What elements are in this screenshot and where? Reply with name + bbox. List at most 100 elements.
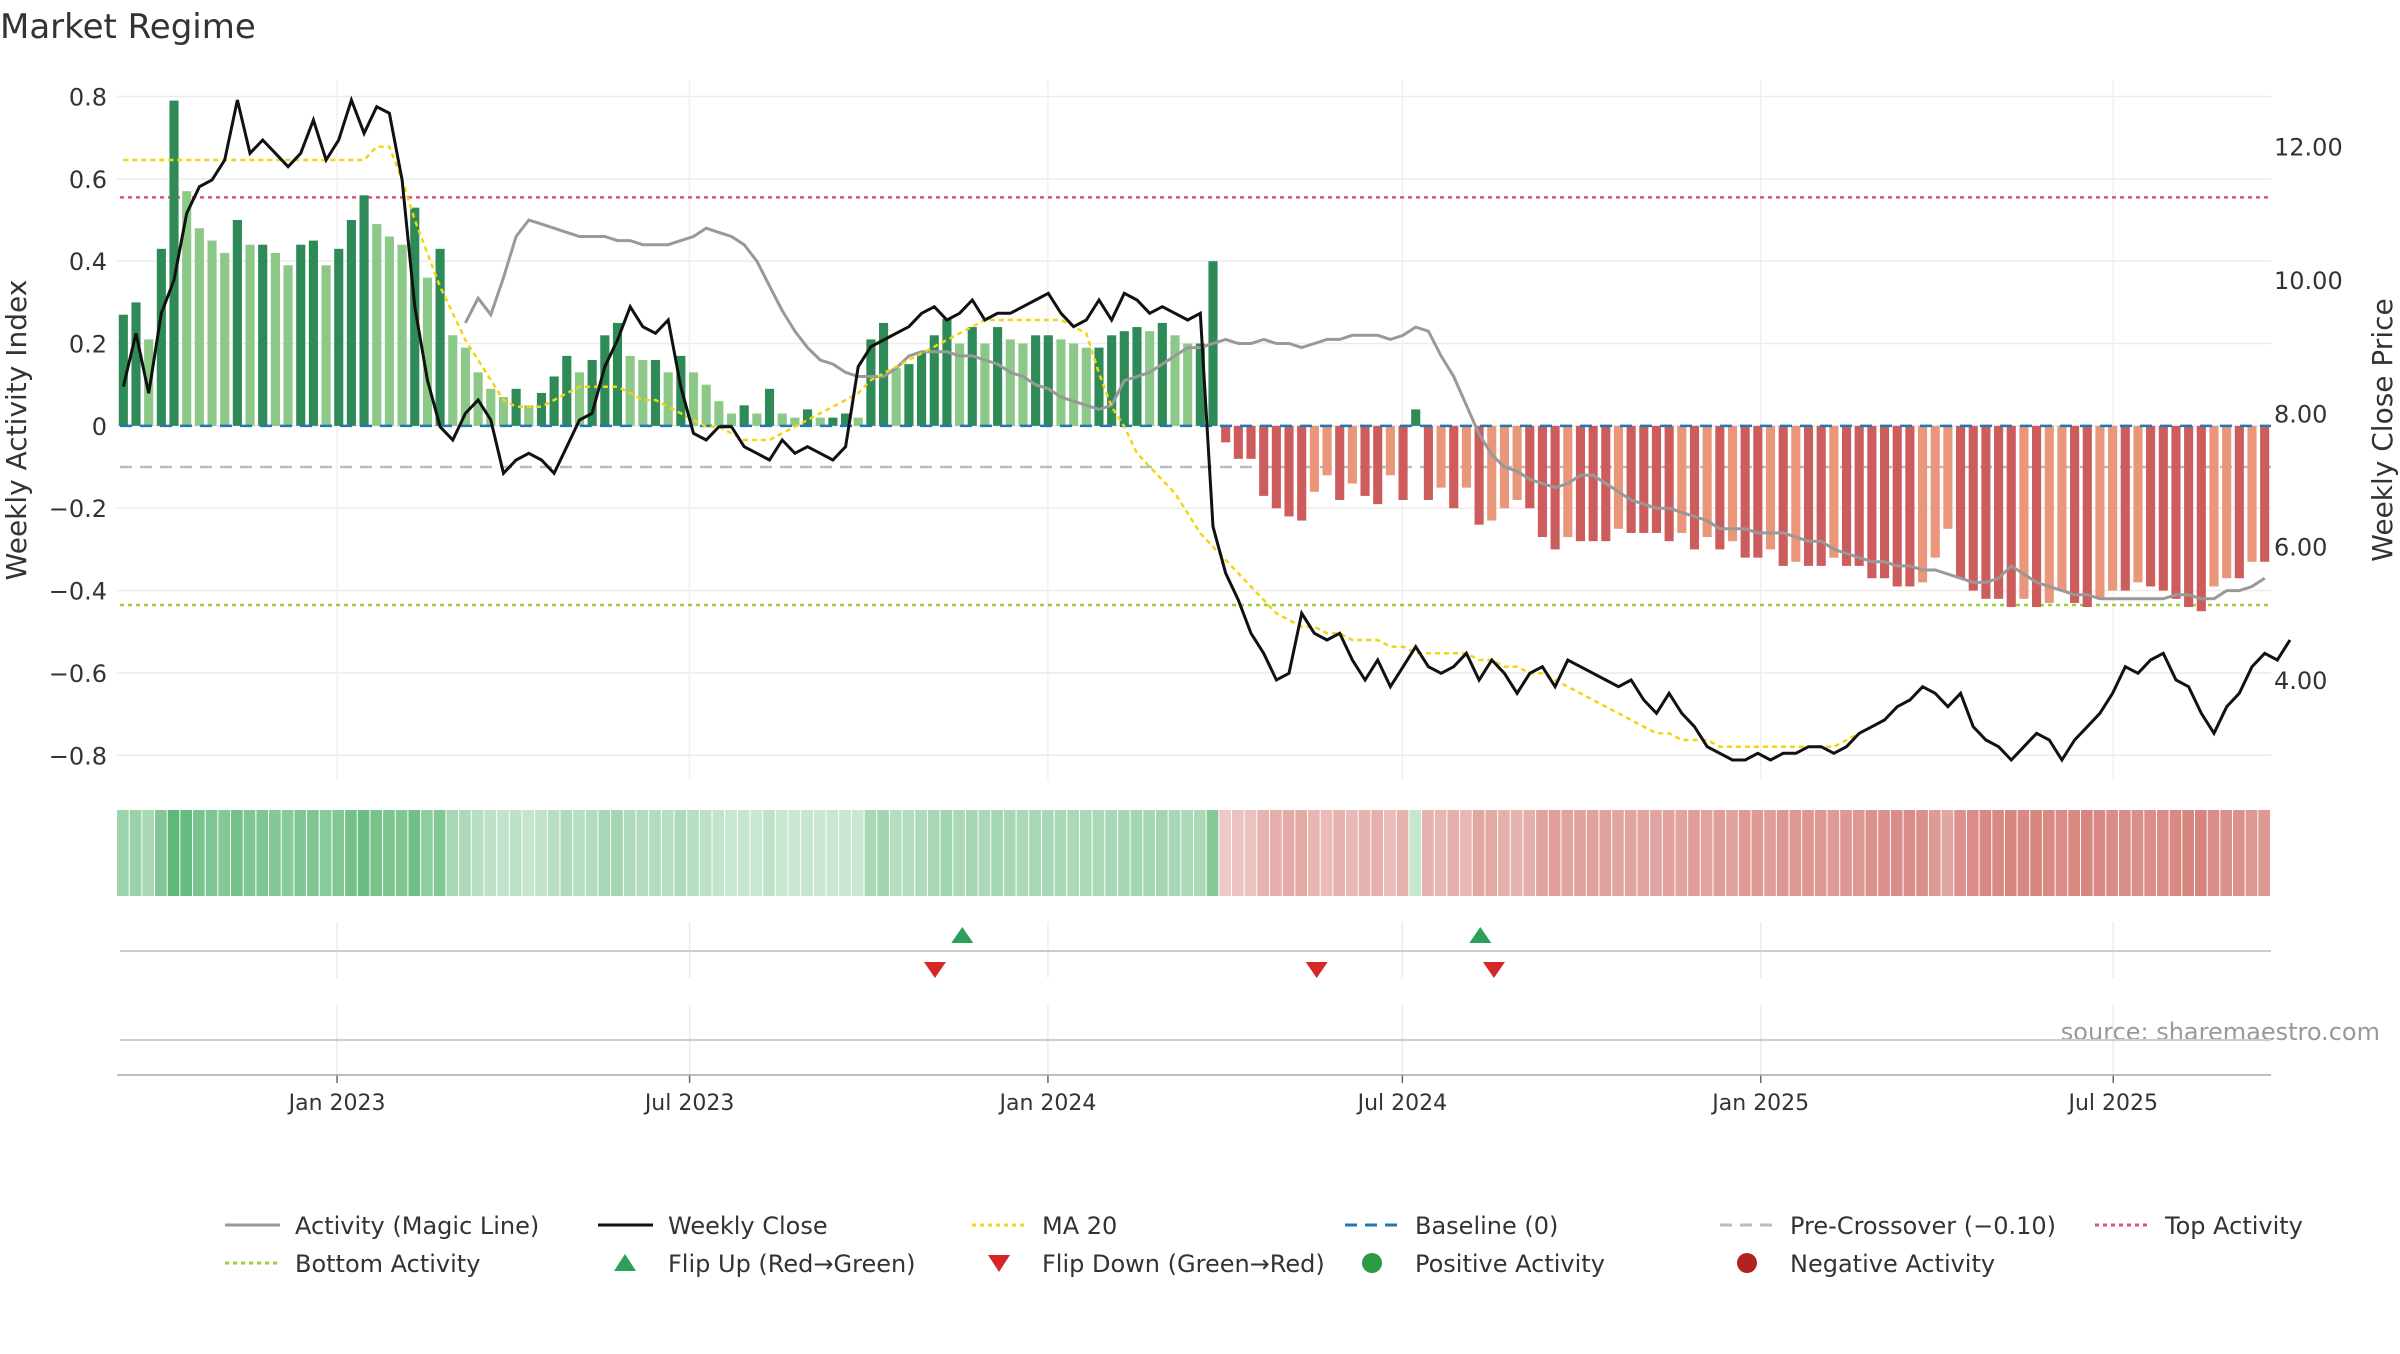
activity-bar xyxy=(131,302,141,426)
regime-strip-cell xyxy=(1548,810,1561,896)
weekly-close-line xyxy=(121,95,2292,763)
activity-bar xyxy=(1233,425,1243,459)
activity-bar xyxy=(536,392,547,426)
activity-bar xyxy=(1309,425,1319,492)
activity-bar xyxy=(207,240,217,426)
regime-strip-cell xyxy=(2207,810,2220,896)
activity-bar xyxy=(524,405,534,426)
activity-bar xyxy=(1943,425,1953,529)
regime-strip-cell xyxy=(2055,810,2068,896)
y2-tick-label: 10.00 xyxy=(2274,267,2343,295)
activity-bar xyxy=(1917,425,1928,583)
regime-strip-cell xyxy=(1244,810,1257,896)
regime-strip-cell xyxy=(395,810,408,896)
activity-bar xyxy=(726,413,737,426)
regime-strip-cell xyxy=(281,810,294,896)
activity-bar xyxy=(1474,425,1484,525)
regime-strip-cell xyxy=(1561,810,1574,896)
regime-strip-cell xyxy=(1574,810,1586,896)
regime-strip-cell xyxy=(636,810,649,896)
activity-bar xyxy=(1170,335,1180,426)
regime-strip-cell xyxy=(1510,810,1523,896)
activity-bar xyxy=(993,327,1003,426)
regime-strip-cell xyxy=(1966,810,1979,896)
regime-strip-cell xyxy=(1928,810,1941,896)
regime-strip-cell xyxy=(319,810,332,896)
regime-strip-cell xyxy=(1117,810,1130,896)
activity-bar xyxy=(1297,425,1307,521)
activity-bar xyxy=(156,248,166,426)
regime-strip-cell xyxy=(2004,810,2017,896)
regime-strip-cell xyxy=(1536,810,1548,896)
regime-strip-cell xyxy=(1320,810,1333,896)
regime-strip-cell xyxy=(1333,810,1346,896)
activity-bar xyxy=(2260,425,2270,562)
regime-strip-cell xyxy=(1688,810,1700,896)
regime-strip-cell xyxy=(1586,810,1599,896)
activity-bar xyxy=(714,401,724,426)
activity-bar xyxy=(2006,425,2016,608)
activity-bar xyxy=(435,248,445,426)
activity-bar xyxy=(1626,425,1636,533)
activity-bar xyxy=(422,277,432,426)
activity-bar xyxy=(1347,425,1357,484)
activity-bar xyxy=(1841,425,1852,566)
regime-strip-cell xyxy=(1675,810,1688,896)
activity-bar xyxy=(1119,331,1129,426)
activity-bar xyxy=(283,265,293,426)
activity-bar xyxy=(410,207,420,426)
flip-down-marker xyxy=(1482,962,1505,978)
regime-strip-cell xyxy=(1460,810,1472,896)
regime-strip-cell xyxy=(345,810,357,896)
y-axis-label: Weekly Activity Index xyxy=(0,280,33,581)
axis-labels: 0.8 0.6 0.4 0.2 0 −0.2 −0.4 −0.6 −0.8 12.00 10.00 8… xyxy=(49,83,2343,1116)
activity-bar xyxy=(2120,425,2130,591)
activity-bar xyxy=(2158,425,2168,591)
regime-strip-cell xyxy=(307,810,319,896)
regime-strip-cell xyxy=(1029,810,1041,896)
activity-bar xyxy=(1385,425,1395,476)
series-lines xyxy=(121,95,2292,763)
regime-strip-cell xyxy=(383,810,395,896)
activity-bar xyxy=(1512,425,1522,500)
activity-bar xyxy=(2095,425,2105,599)
flip-markers xyxy=(923,927,1505,978)
y2-tick-label: 6.00 xyxy=(2274,534,2327,562)
regime-strip-cell xyxy=(484,810,497,896)
regime-strip-cell xyxy=(547,810,560,896)
activity-bar xyxy=(1271,425,1281,509)
activity-bar xyxy=(2070,425,2080,603)
regime-strip-cell xyxy=(1814,810,1827,896)
regime-strip-cell xyxy=(585,810,598,896)
activity-bar xyxy=(1803,425,1814,566)
activity-bar xyxy=(1981,425,1991,599)
regime-strip xyxy=(117,810,2270,896)
regime-strip-cell xyxy=(1637,810,1650,896)
activity-bar xyxy=(1829,425,1839,558)
regime-strip-cell xyxy=(725,810,737,896)
regime-strip-cell xyxy=(1346,810,1358,896)
y-tick-label: −0.8 xyxy=(49,742,107,770)
activity-bar xyxy=(2171,425,2181,599)
regime-strip-cell xyxy=(2131,810,2144,896)
regime-strip-cell xyxy=(915,810,927,896)
regime-strip-cell xyxy=(1016,810,1029,896)
activity-bar xyxy=(1094,347,1104,426)
regime-strip-cell xyxy=(1979,810,1992,896)
regime-strip-cell xyxy=(155,810,167,896)
regime-strip-cell xyxy=(421,810,433,896)
regime-strip-cell xyxy=(1282,810,1295,896)
activity-bar xyxy=(764,388,775,426)
activity-bar xyxy=(2032,425,2042,608)
activity-bar xyxy=(1563,425,1573,538)
activity-bar xyxy=(346,220,356,426)
regime-strip-cell xyxy=(193,810,205,896)
activity-bar xyxy=(1043,335,1053,426)
regime-strip-cell xyxy=(1409,810,1422,896)
regime-strip-cell xyxy=(1206,810,1219,896)
regime-strip-cell xyxy=(1903,810,1916,896)
activity-bar xyxy=(638,360,648,426)
x-tick-label: Jul 2025 xyxy=(2066,1091,2158,1116)
y-tick-label: 0.2 xyxy=(69,331,107,359)
regime-strip-cell xyxy=(1168,810,1181,896)
